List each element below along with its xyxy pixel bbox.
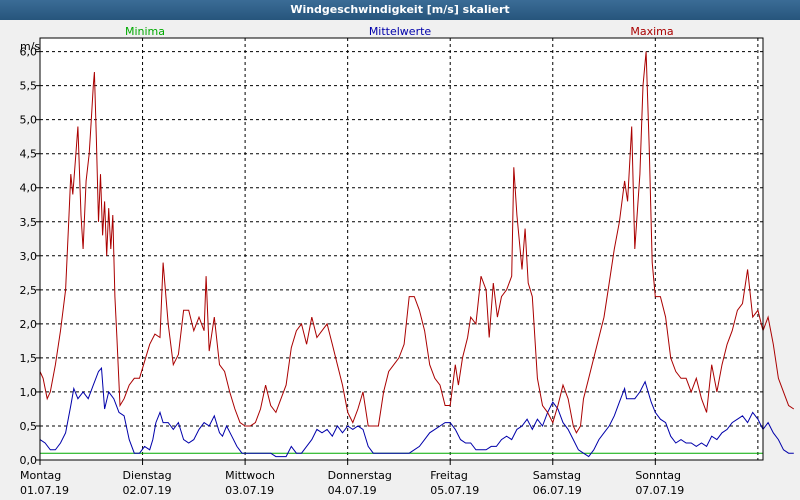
series-line-maxima bbox=[39, 51, 795, 434]
y-tick-label: 3,5 bbox=[20, 216, 38, 229]
x-tick-weekday-label: Sonntag bbox=[635, 469, 681, 482]
wind-speed-chart: 0,0 0,5 1,0 1,5 2,0 2,5 3,0 3,5 4,0 4,5 5,0 5,5 6,0 M… bbox=[0, 20, 800, 500]
series-layer bbox=[39, 51, 795, 458]
grid-layer bbox=[40, 38, 763, 461]
x-tick-date-label: 04.07.19 bbox=[328, 484, 377, 497]
y-tick-label: 1,5 bbox=[20, 352, 38, 365]
y-tick-label: 6,0 bbox=[20, 46, 38, 59]
y-tick-label: 4,5 bbox=[20, 148, 38, 161]
y-tick-label: 0,0 bbox=[20, 454, 38, 467]
window-title: Windgeschwindigkeit [m/s] skaliert bbox=[0, 0, 800, 20]
plot-frame bbox=[39, 37, 764, 461]
y-tick-label: 5,5 bbox=[20, 80, 38, 93]
series-line-mittelwerte bbox=[39, 366, 794, 458]
x-tick-date-label: 01.07.19 bbox=[20, 484, 69, 497]
y-tick-label: 3,0 bbox=[20, 250, 38, 263]
legend-maxima: Maxima bbox=[630, 25, 673, 38]
axis-layer: 0,0 0,5 1,0 1,5 2,0 2,5 3,0 3,5 4,0 4,5 5,0 5,5 6,0 M… bbox=[20, 46, 685, 497]
legend-minima: Minima bbox=[125, 25, 165, 38]
x-tick-weekday-label: Donnerstag bbox=[328, 469, 392, 482]
x-tick-weekday-label: Mittwoch bbox=[225, 469, 275, 482]
x-tick-weekday-label: Montag bbox=[20, 469, 61, 482]
legend-mittelwerte: Mittelwerte bbox=[369, 25, 432, 38]
x-tick-date-label: 06.07.19 bbox=[533, 484, 582, 497]
x-tick-weekday-label: Samstag bbox=[533, 469, 581, 482]
y-tick-label: 2,5 bbox=[20, 284, 38, 297]
x-tick-weekday-label: Dienstag bbox=[123, 469, 172, 482]
x-tick-date-label: 07.07.19 bbox=[635, 484, 684, 497]
y-tick-label: 0,5 bbox=[20, 420, 38, 433]
x-tick-date-label: 02.07.19 bbox=[123, 484, 172, 497]
y-tick-label: 4,0 bbox=[20, 182, 38, 195]
x-tick-date-label: 05.07.19 bbox=[430, 484, 479, 497]
x-tick-date-label: 03.07.19 bbox=[225, 484, 274, 497]
y-axis-unit-label: m/s bbox=[20, 40, 40, 53]
y-tick-label: 2,0 bbox=[20, 318, 38, 331]
y-tick-label: 1,0 bbox=[20, 386, 38, 399]
x-tick-weekday-label: Freitag bbox=[430, 469, 468, 482]
y-tick-label: 5,0 bbox=[20, 114, 38, 127]
plot-area bbox=[40, 38, 763, 460]
